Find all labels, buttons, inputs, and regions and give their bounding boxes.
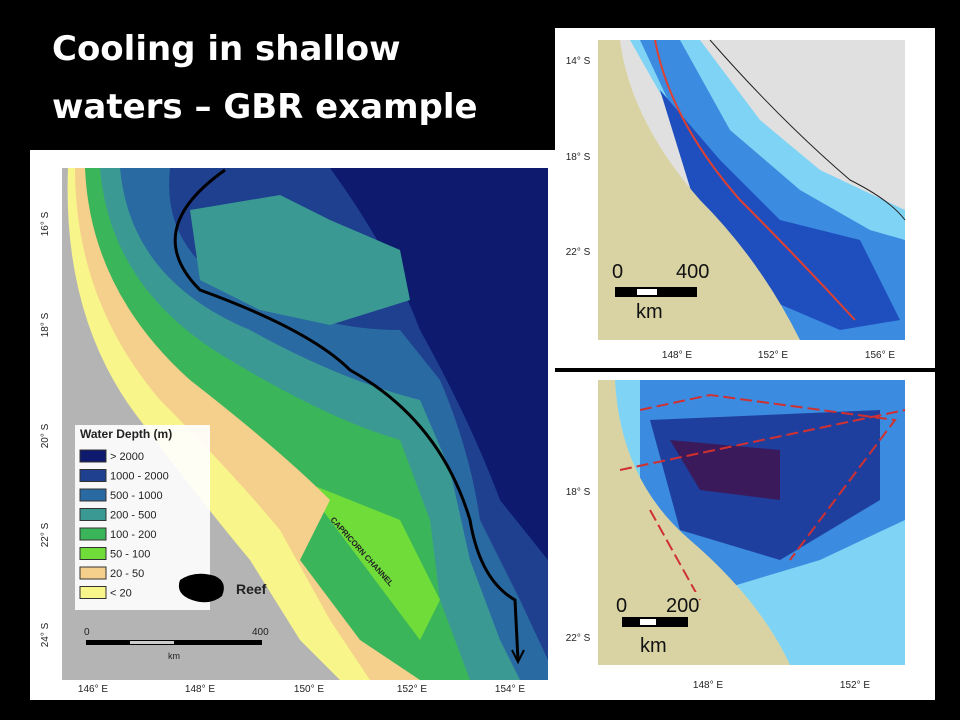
lon-label: 148° E [693,680,723,691]
legend-swatch [79,449,107,463]
scale-start: 0 [84,627,90,638]
lat-label: 20° S [40,423,51,448]
scale-bar [637,289,657,295]
lon-label: 154° E [495,684,525,695]
lat-label: 22° S [566,247,591,258]
legend-label: 50 - 100 [110,549,150,561]
lon-label: 148° E [662,350,692,361]
scale-start: 0 [616,595,627,617]
lat-label: 18° S [566,152,591,163]
main-map: Water Depth (m) > 2000 1000 - 2000 500 - 1… [30,150,555,700]
axis-labels: 16° S 18° S 20° S 22° S 24° S 146° E 148° E 150… [40,56,895,695]
sst-zone [670,440,780,500]
reef-symbol [178,573,224,603]
legend-label: 1000 - 2000 [110,471,169,483]
legend-swatch [79,488,107,502]
scale-bar [640,619,656,625]
contour [709,39,906,221]
lat-label: 18° S [40,312,51,337]
lat-label: 22° S [566,633,591,644]
channel-zone [300,480,440,640]
legend-swatch [79,586,107,599]
lat-label: 16° S [40,211,51,236]
scale-bar [130,641,174,644]
title-line: waters – GBR example [52,87,478,127]
legend: > 2000 1000 - 2000 500 - 1000 200 - 500 100 … [79,449,169,600]
legend-label: 100 - 200 [110,529,156,541]
legend-swatch [79,566,107,580]
top-map: 0 400 km [555,28,935,368]
track [654,39,856,321]
legend-label: 500 - 1000 [110,490,163,502]
lat-label: 22° S [40,522,51,547]
lat-label: 14° S [566,56,591,67]
scale-end: 200 [666,595,699,617]
lat-label: 18° S [566,487,591,498]
lon-label: 152° E [758,350,788,361]
lat-label: 24° S [40,622,51,647]
lon-label: 152° E [397,684,427,695]
legend-swatch [79,469,107,482]
lon-label: 150° E [294,684,324,695]
scale-start: 0 [612,261,623,283]
legend-swatch [79,547,107,560]
legend-label: 20 - 50 [110,568,144,580]
title-line: Cooling in shallow [52,29,401,69]
lon-label: 146° E [78,684,108,695]
legend-swatch [79,527,107,541]
legend-label: 200 - 500 [110,510,156,522]
legend-title: Water Depth (m) [80,427,172,441]
lon-label: 152° E [840,680,870,691]
bottom-map: 0 200 km [555,372,935,700]
scale-unit: km [640,635,667,657]
scale-unit: km [636,301,663,323]
scale-end: 400 [252,627,269,638]
scale-end: 400 [676,261,709,283]
legend-label: > 2000 [110,451,144,463]
arrow-head [511,649,525,665]
scale-unit: km [168,651,180,661]
legend-swatch [79,508,107,521]
lon-label: 148° E [185,684,215,695]
lon-label: 156° E [865,350,895,361]
track [619,393,906,601]
legend-label: < 20 [110,588,132,600]
reef-label: Reef [236,581,267,597]
current-arrow [173,168,520,661]
sst-zone [660,90,900,330]
plateau [190,195,410,325]
